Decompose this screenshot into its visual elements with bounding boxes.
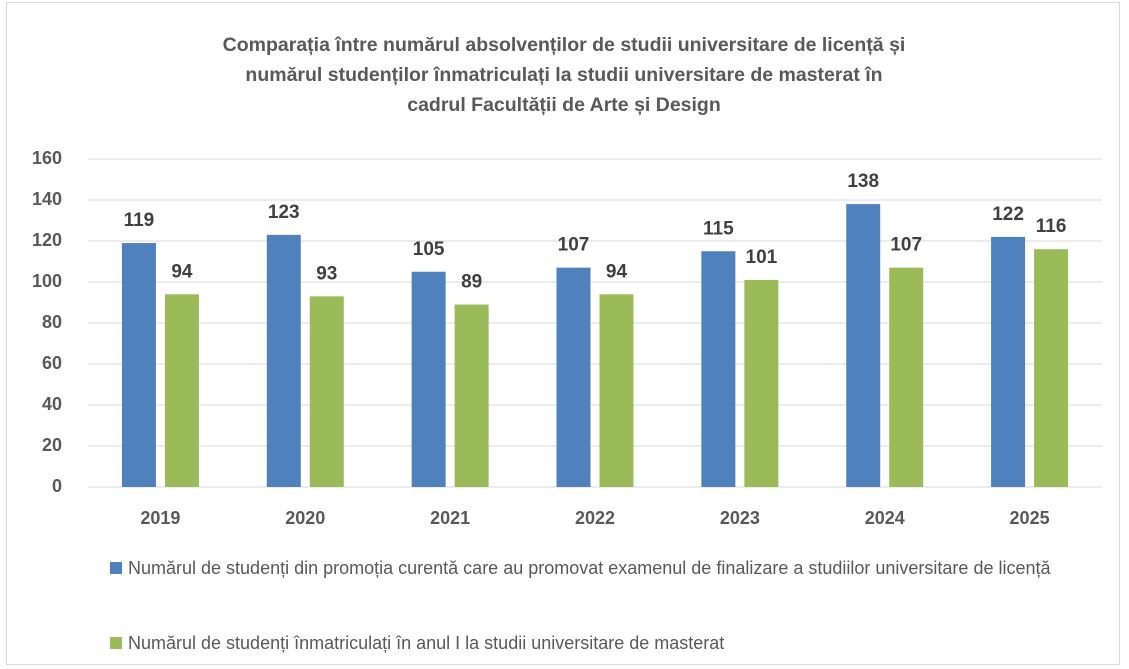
data-label: 115 [703, 218, 734, 239]
data-label: 123 [268, 202, 300, 223]
bar [266, 234, 301, 487]
data-label: 105 [413, 239, 445, 260]
data-label: 116 [1036, 216, 1067, 237]
legend-swatch [110, 562, 122, 574]
data-label: 122 [992, 204, 1024, 225]
data-label: 138 [847, 171, 879, 192]
y-tick-label: 100 [32, 271, 62, 291]
x-tick-label: 2020 [285, 508, 325, 528]
data-label: 93 [316, 263, 337, 284]
bar [1034, 249, 1069, 487]
bar [991, 236, 1026, 487]
x-tick-label: 2021 [430, 508, 470, 528]
bar [701, 251, 736, 487]
y-tick-label: 0 [52, 476, 62, 496]
data-label: 107 [558, 235, 590, 256]
y-tick-label: 140 [32, 189, 62, 209]
y-tick-label: 20 [42, 435, 62, 455]
legend-item: Numărul de studenți din promoția curentă… [110, 553, 1070, 583]
x-tick-label: 2019 [140, 508, 180, 528]
y-tick-label: 80 [42, 312, 62, 332]
bar [744, 279, 779, 487]
legend-item: Numărul de studenți înmatriculați în anu… [110, 628, 1070, 658]
data-label: 107 [890, 235, 922, 256]
chart-title: Comparația între numărul absolvenților d… [222, 34, 906, 116]
chart-border [6, 2, 1120, 665]
x-tick-label: 2022 [575, 508, 615, 528]
data-label: 119 [124, 210, 155, 231]
y-tick-label: 60 [42, 353, 62, 373]
data-label: 94 [171, 261, 193, 282]
data-label: 101 [746, 247, 778, 268]
legend-label: Numărul de studenți din promoția curentă… [128, 558, 1051, 578]
legend-swatch [110, 637, 122, 649]
bar [556, 267, 591, 487]
legend-label: Numărul de studenți înmatriculați în anu… [128, 633, 725, 653]
bar [889, 267, 924, 487]
y-tick-label: 40 [42, 394, 62, 414]
bar [164, 294, 199, 487]
x-tick-label: 2024 [865, 508, 905, 528]
bar [454, 304, 489, 487]
data-label: 89 [461, 272, 482, 293]
y-tick-label: 160 [32, 148, 62, 168]
x-tick-label: 2025 [1010, 508, 1050, 528]
x-tick-label: 2023 [720, 508, 760, 528]
bar [846, 204, 881, 487]
y-tick-label: 120 [32, 230, 62, 250]
data-label: 94 [606, 261, 628, 282]
bar [599, 294, 634, 487]
bar [411, 271, 446, 487]
bar [121, 243, 156, 487]
bar [309, 296, 344, 487]
